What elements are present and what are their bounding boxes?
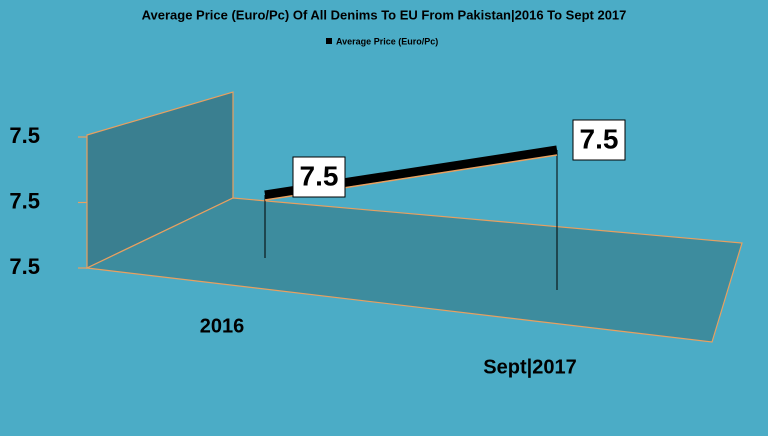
x-tick-label: 2016 bbox=[200, 315, 245, 337]
floor bbox=[84, 197, 743, 343]
chart-title: Average Price (Euro/Pc) Of All Denims To… bbox=[142, 7, 627, 22]
y-tick-label: 7.5 bbox=[9, 188, 40, 213]
y-tick-label: 7.5 bbox=[9, 123, 40, 148]
x-tick-label: Sept|2017 bbox=[483, 356, 576, 378]
data-label-box bbox=[292, 156, 346, 198]
data-label-box bbox=[572, 119, 626, 161]
data-label: 7.5 bbox=[300, 160, 339, 191]
legend-label: Average Price (Euro/Pc) bbox=[336, 36, 438, 46]
legend-swatch bbox=[326, 38, 332, 44]
data-label: 7.5 bbox=[580, 123, 619, 154]
y-tick-label: 7.5 bbox=[9, 254, 40, 279]
